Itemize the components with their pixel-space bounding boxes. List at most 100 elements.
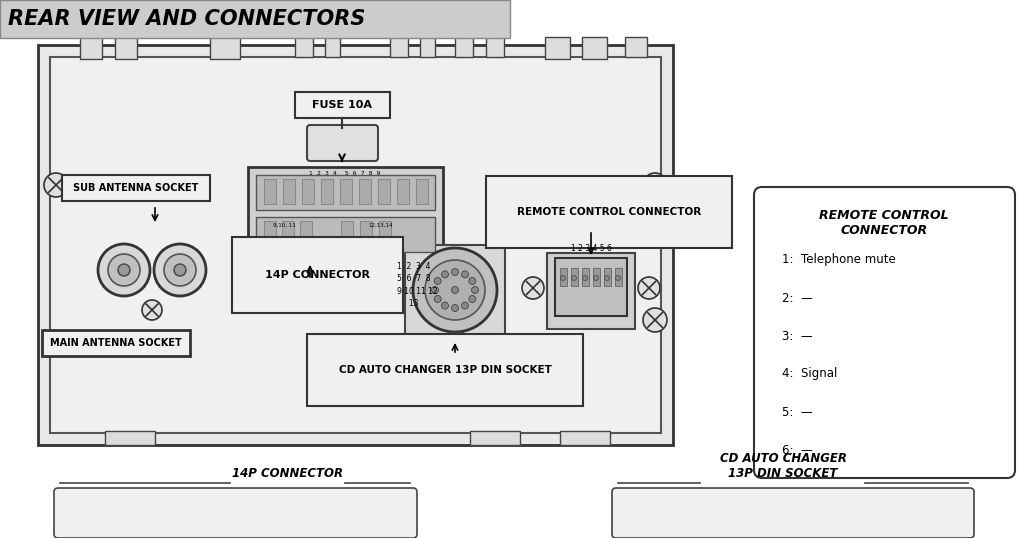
- Circle shape: [615, 275, 621, 280]
- Circle shape: [174, 264, 186, 276]
- FancyBboxPatch shape: [612, 488, 974, 538]
- Text: 5:  —: 5: —: [782, 406, 813, 419]
- Circle shape: [431, 287, 438, 294]
- Bar: [300, 221, 312, 246]
- Circle shape: [469, 295, 476, 302]
- Text: REMOTE CONTROL CONNECTOR: REMOTE CONTROL CONNECTOR: [517, 207, 701, 217]
- Circle shape: [98, 244, 150, 296]
- Bar: [560, 431, 610, 445]
- Bar: [615, 268, 622, 286]
- Circle shape: [413, 248, 497, 332]
- Bar: [447, 332, 463, 340]
- Bar: [455, 37, 473, 57]
- Bar: [210, 37, 240, 59]
- Text: 6:  —: 6: —: [782, 443, 813, 457]
- Text: 4:  Signal: 4: Signal: [782, 367, 838, 380]
- Bar: [248, 167, 443, 262]
- Circle shape: [462, 302, 469, 309]
- Circle shape: [425, 260, 485, 320]
- Bar: [545, 37, 570, 59]
- Circle shape: [452, 287, 459, 294]
- Text: REAR VIEW AND CONNECTORS: REAR VIEW AND CONNECTORS: [8, 9, 366, 29]
- Text: SUB ANTENNA SOCKET: SUB ANTENNA SOCKET: [74, 183, 199, 193]
- Text: 1:  Telephone mute: 1: Telephone mute: [782, 253, 896, 266]
- Text: 9,10, 11: 9,10, 11: [273, 223, 296, 228]
- Circle shape: [441, 302, 449, 309]
- FancyBboxPatch shape: [54, 488, 417, 538]
- Bar: [42, 330, 190, 356]
- Circle shape: [643, 308, 667, 332]
- Bar: [359, 179, 371, 204]
- Bar: [321, 179, 333, 204]
- Bar: [105, 431, 155, 445]
- Bar: [295, 37, 313, 57]
- Bar: [62, 175, 210, 201]
- Text: MAIN ANTENNA SOCKET: MAIN ANTENNA SOCKET: [50, 338, 182, 348]
- Bar: [80, 37, 102, 59]
- Circle shape: [452, 268, 459, 275]
- Bar: [571, 268, 578, 286]
- Text: FUSE 10A: FUSE 10A: [312, 100, 373, 110]
- Bar: [420, 37, 435, 57]
- Text: 14P CONNECTOR: 14P CONNECTOR: [265, 270, 370, 280]
- Bar: [555, 258, 627, 316]
- Bar: [390, 37, 408, 57]
- Text: 1  2  3  4    5  6  7  8  9: 1 2 3 4 5 6 7 8 9: [309, 171, 381, 176]
- Circle shape: [108, 254, 140, 286]
- Text: 14P CONNECTOR: 14P CONNECTOR: [232, 467, 343, 480]
- Bar: [50, 57, 662, 433]
- Circle shape: [44, 173, 68, 197]
- Bar: [625, 37, 647, 57]
- Circle shape: [571, 275, 577, 280]
- Bar: [379, 221, 391, 246]
- Bar: [302, 179, 314, 204]
- Circle shape: [441, 271, 449, 278]
- Bar: [264, 221, 276, 246]
- Circle shape: [469, 278, 476, 285]
- Circle shape: [164, 254, 196, 286]
- Text: CD AUTO CHANGER
13P DIN SOCKET: CD AUTO CHANGER 13P DIN SOCKET: [720, 452, 847, 480]
- Bar: [470, 431, 520, 445]
- Bar: [416, 179, 428, 204]
- Circle shape: [643, 173, 667, 197]
- Text: 12,13,14: 12,13,14: [368, 223, 392, 228]
- Bar: [256, 217, 435, 252]
- Bar: [295, 92, 390, 118]
- Text: 2:  —: 2: —: [782, 292, 813, 305]
- Bar: [283, 179, 295, 204]
- Bar: [378, 179, 390, 204]
- Circle shape: [142, 300, 162, 320]
- Text: 3:  —: 3: —: [782, 329, 813, 343]
- Circle shape: [434, 295, 441, 302]
- Circle shape: [638, 277, 660, 299]
- Circle shape: [583, 275, 588, 280]
- Bar: [282, 221, 294, 246]
- Bar: [340, 179, 352, 204]
- Bar: [341, 221, 353, 246]
- Circle shape: [462, 271, 469, 278]
- Bar: [560, 268, 567, 286]
- Bar: [115, 37, 137, 59]
- Bar: [593, 268, 600, 286]
- Bar: [486, 37, 504, 57]
- Circle shape: [594, 275, 598, 280]
- Circle shape: [118, 264, 130, 276]
- Circle shape: [560, 275, 565, 280]
- Bar: [256, 175, 435, 210]
- FancyBboxPatch shape: [307, 125, 378, 161]
- Text: 1 2 3 4 5 6: 1 2 3 4 5 6: [570, 244, 611, 253]
- Bar: [406, 245, 505, 340]
- Circle shape: [434, 278, 441, 285]
- Bar: [0, 0, 510, 38]
- Text: REMOTE CONTROL
CONNECTOR: REMOTE CONTROL CONNECTOR: [819, 209, 949, 237]
- Bar: [604, 268, 611, 286]
- Bar: [264, 179, 276, 204]
- Bar: [582, 37, 607, 59]
- Bar: [325, 37, 340, 57]
- Text: CD AUTO CHANGER 13P DIN SOCKET: CD AUTO CHANGER 13P DIN SOCKET: [339, 365, 552, 375]
- Text: 1  2  3  4
5  6  7  8
9 10 11 12
     13: 1 2 3 4 5 6 7 8 9 10 11 12 13: [397, 262, 437, 308]
- Circle shape: [522, 277, 544, 299]
- Bar: [582, 268, 589, 286]
- Bar: [397, 179, 409, 204]
- Circle shape: [154, 244, 206, 296]
